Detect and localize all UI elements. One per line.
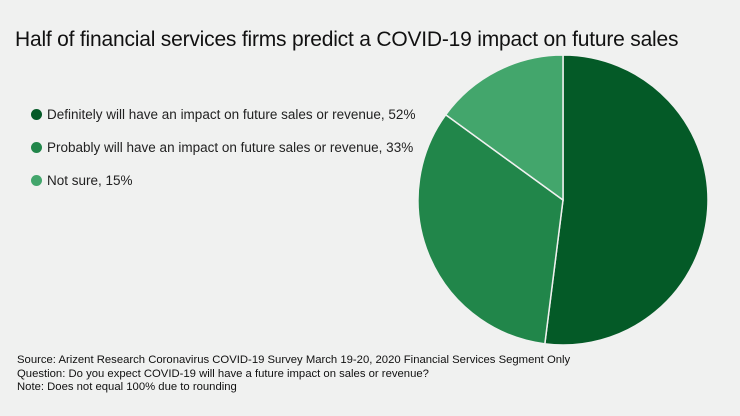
- legend-swatch: [31, 109, 42, 120]
- legend-item: Definitely will have an impact on future…: [31, 98, 415, 131]
- legend-label: Not sure, 15%: [47, 173, 133, 188]
- pie-slice-3: [444, 54, 564, 202]
- legend-item: Probably will have an impact on future s…: [31, 131, 415, 164]
- pie-slice-2: [417, 113, 564, 345]
- legend-label: Definitely will have an impact on future…: [47, 107, 416, 122]
- legend-label: Probably will have an impact on future s…: [47, 140, 414, 155]
- rounding-note: Note: Does not equal 100% due to roundin…: [17, 381, 237, 393]
- footnotes: Source: Arizent Research Coronavirus COV…: [17, 354, 570, 395]
- question-note: Question: Do you expect COVID-19 will ha…: [17, 367, 429, 380]
- legend-swatch: [31, 175, 42, 186]
- chart-title: Half of financial services firms predict…: [15, 28, 679, 51]
- legend: Definitely will have an impact on future…: [31, 98, 415, 197]
- legend-swatch: [31, 142, 42, 153]
- source-note: Source: Arizent Research Coronavirus COV…: [17, 354, 571, 366]
- legend-item: Not sure, 15%: [31, 164, 415, 197]
- pie-slice-1: [543, 54, 709, 346]
